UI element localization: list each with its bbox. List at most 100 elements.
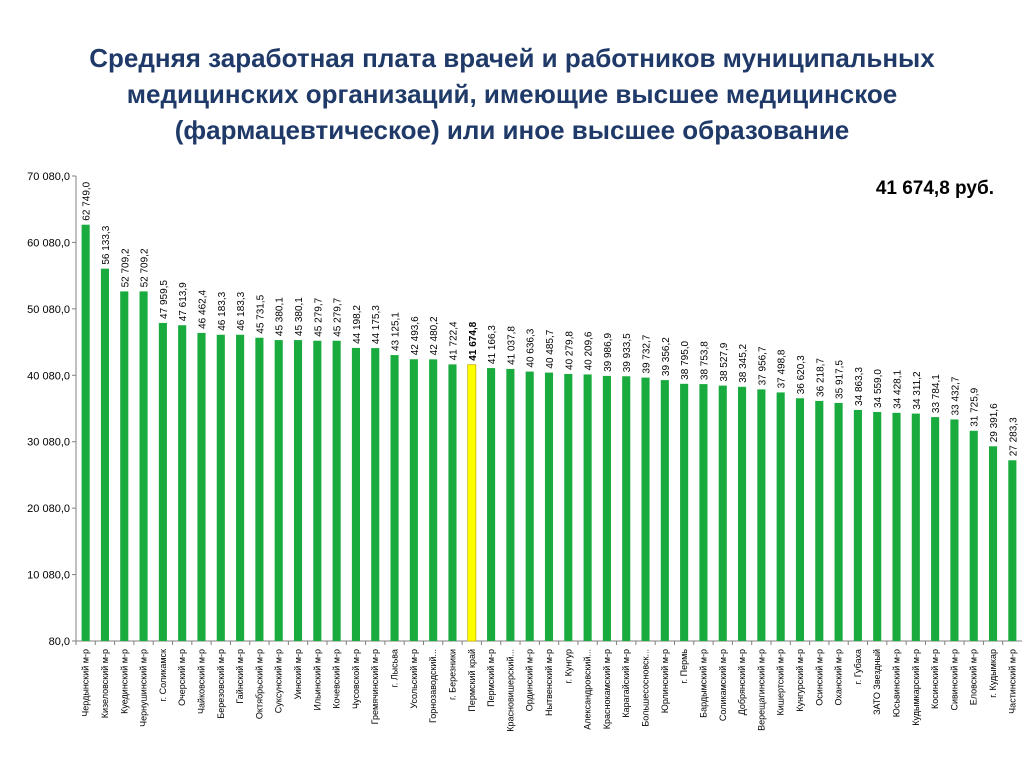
category-label: Усольский м-р xyxy=(409,649,419,709)
bar-value-label: 62 749,0 xyxy=(82,181,93,220)
bar-value-label: 37 498,8 xyxy=(777,349,788,388)
bar xyxy=(332,340,341,641)
bar-value-label: 34 428,1 xyxy=(893,369,904,408)
bar xyxy=(853,409,862,641)
bar-value-label: 52 709,2 xyxy=(140,248,151,287)
bar xyxy=(776,392,785,641)
bar-value-label: 38 753,8 xyxy=(699,341,710,380)
bar xyxy=(255,337,264,641)
category-label: Юрлинский м-р xyxy=(660,649,670,713)
category-label: Пермский край xyxy=(467,649,477,712)
bar xyxy=(81,224,90,641)
category-label: Октябрьский м-р xyxy=(254,649,264,719)
bar xyxy=(236,334,245,641)
bar xyxy=(718,385,727,641)
bar xyxy=(622,376,631,641)
category-label: Частинский м-р xyxy=(1007,649,1017,714)
bar-value-label: 44 198,2 xyxy=(352,305,363,344)
title-line-1: Средняя заработная плата врачей и работн… xyxy=(89,43,935,73)
bar-value-label: 47 959,5 xyxy=(159,280,170,319)
bar xyxy=(660,380,669,641)
bar xyxy=(680,383,689,641)
y-tick-label: 20 080,0 xyxy=(27,503,70,515)
category-label: Добрянский м-р xyxy=(737,649,747,715)
category-label: Соликамский м-р xyxy=(718,649,728,721)
category-label: Чердынский м-р xyxy=(81,649,91,717)
bar-value-label: 46 183,3 xyxy=(236,291,247,330)
bar-value-label: 40 485,7 xyxy=(545,329,556,368)
bar xyxy=(892,412,901,641)
bar-value-label: 33 432,7 xyxy=(950,376,961,415)
category-label: Чайковский м-р xyxy=(196,649,206,714)
category-label: Большесосновск... xyxy=(641,649,651,727)
bar-value-label: 37 956,7 xyxy=(757,346,768,385)
bar xyxy=(429,359,438,641)
category-label: Чусовской м-р xyxy=(351,649,361,709)
bar-value-label: 45 380,1 xyxy=(275,297,286,336)
bar xyxy=(158,322,167,641)
category-label: Ординский м-р xyxy=(525,649,535,711)
bar-value-label: 45 731,5 xyxy=(255,294,266,333)
bar-value-label: 33 784,1 xyxy=(931,374,942,413)
bar-value-label: 47 613,9 xyxy=(178,282,189,321)
bar-value-label: 38 345,2 xyxy=(738,343,749,382)
bar xyxy=(815,400,824,641)
category-label: Еловский м-р xyxy=(969,649,979,705)
bar xyxy=(313,340,322,641)
y-tick-label: 70 080,0 xyxy=(27,171,70,183)
bar-value-label: 38 795,0 xyxy=(680,340,691,379)
category-label: Александровский... xyxy=(583,649,593,730)
bar xyxy=(274,340,283,641)
category-label: Кунгурский м-р xyxy=(795,649,805,712)
category-label: Куединский м-р xyxy=(119,649,129,714)
category-label: ЗАТО Звездный xyxy=(872,649,882,715)
bar xyxy=(178,325,187,641)
bar xyxy=(293,340,303,641)
category-label: г. Соликамск xyxy=(158,649,168,702)
bar-value-label: 34 311,2 xyxy=(912,371,923,410)
bar xyxy=(911,413,920,641)
category-label: Кочевский м-р xyxy=(332,649,342,709)
bar xyxy=(409,359,418,641)
bar-value-label: 36 218,7 xyxy=(815,358,826,397)
bar-value-label: 42 493,6 xyxy=(410,316,421,355)
y-tick-label: 80,0 xyxy=(49,636,70,648)
bar xyxy=(139,291,148,641)
category-label: Нытвенский м-р xyxy=(544,649,554,716)
bar-value-label: 40 209,6 xyxy=(584,331,595,370)
bar-value-label: 44 175,3 xyxy=(371,305,382,344)
y-tick-label: 60 080,0 xyxy=(27,237,70,249)
bar-value-label: 45 279,7 xyxy=(313,297,324,336)
bar-value-label: 41 166,3 xyxy=(487,325,498,364)
bar-value-label: 43 125,1 xyxy=(391,312,402,351)
bar xyxy=(100,268,110,641)
bar-value-label: 27 283,3 xyxy=(1008,417,1019,456)
y-tick-label: 40 080,0 xyxy=(27,370,70,382)
bar xyxy=(448,364,457,641)
bar-value-label: 41 674,8 xyxy=(468,321,479,360)
y-tick-label: 10 080,0 xyxy=(27,570,70,582)
bar-value-label: 31 725,9 xyxy=(970,387,981,426)
category-label: Оханский м-р xyxy=(834,649,844,705)
bar xyxy=(487,368,496,641)
bar-value-label: 39 986,9 xyxy=(603,333,614,372)
bar xyxy=(120,291,129,641)
bar xyxy=(467,364,477,642)
bar-value-label: 29 391,6 xyxy=(989,403,1000,442)
bar-value-label: 34 559,0 xyxy=(873,369,884,408)
category-label: Горнозаводский... xyxy=(428,649,438,723)
highlight-value: 41 674,8 руб. xyxy=(875,178,994,199)
category-label: Осинский м-р xyxy=(814,649,824,706)
bar-value-label: 39 356,2 xyxy=(661,337,672,376)
bar-value-label: 45 380,1 xyxy=(294,297,305,336)
bar-value-label: 35 917,5 xyxy=(835,360,846,399)
category-label: Очерский м-р xyxy=(177,649,187,706)
bar xyxy=(506,368,515,641)
bar xyxy=(834,402,843,641)
bar-value-label: 34 863,3 xyxy=(854,367,865,406)
y-tick-label: 30 080,0 xyxy=(27,437,70,449)
category-label: Косинский м-р xyxy=(930,649,940,709)
category-label: г. Кудымкар xyxy=(988,649,998,698)
bar-value-label: 56 133,3 xyxy=(101,225,112,264)
